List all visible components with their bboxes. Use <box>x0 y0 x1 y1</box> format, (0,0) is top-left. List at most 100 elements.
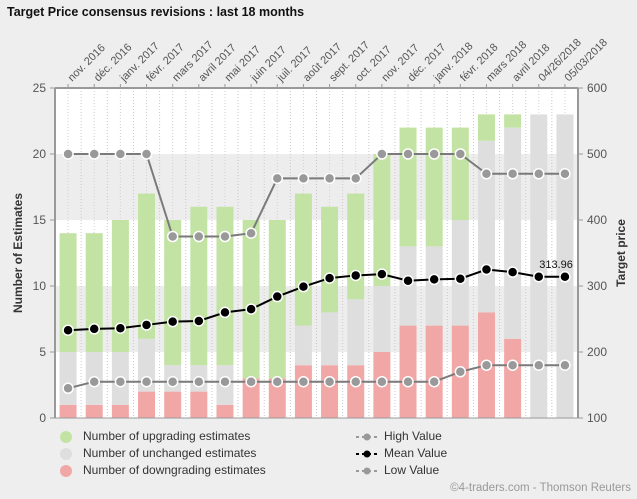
low-point <box>480 359 493 371</box>
high-point <box>428 148 440 160</box>
bar-unchanged <box>451 220 469 326</box>
high-point <box>533 168 545 180</box>
bar-unchanged <box>477 140 495 313</box>
low-point <box>454 366 467 378</box>
lines: 313.96 <box>62 148 573 395</box>
downgrade-swatch-icon <box>60 464 72 477</box>
high-point <box>140 148 153 160</box>
bar-unchanged <box>347 299 365 366</box>
y-tick-label: 20 <box>33 147 47 161</box>
high-point <box>62 148 74 160</box>
y-tick-label: 15 <box>33 213 47 227</box>
mean-point <box>62 324 74 336</box>
high-point <box>506 168 519 180</box>
bar-downgrade <box>268 378 286 418</box>
bar-upgrade <box>451 127 469 220</box>
bar-upgrade <box>111 220 129 352</box>
high-point <box>271 172 284 185</box>
low-point <box>140 375 153 388</box>
mean-point <box>376 268 388 280</box>
low-point <box>376 375 388 388</box>
upgrade-swatch-icon <box>60 430 72 443</box>
legend-upgrade-label: Number of upgrading estimates <box>83 429 251 443</box>
y2-tick-label: 200 <box>587 345 607 359</box>
bar-upgrade <box>373 154 391 286</box>
high-point <box>559 168 571 180</box>
legend-unchanged-label: Number of unchanged estimates <box>83 446 257 460</box>
y-tick-labels: 0 5 10 15 20 25 <box>33 81 55 425</box>
mean-point <box>193 315 205 327</box>
legend-upgrade[interactable]: Number of upgrading estimates <box>60 428 250 444</box>
bar-downgrade <box>111 404 129 418</box>
mean-point <box>140 319 153 331</box>
high-point <box>480 168 493 180</box>
legend-downgrade-label: Number of downgrading estimates <box>83 463 266 477</box>
bar-upgrade <box>504 114 522 128</box>
bar-unchanged <box>294 325 312 366</box>
bar-upgrade <box>164 220 182 366</box>
mean-point <box>114 322 127 334</box>
mean-point <box>428 273 440 286</box>
y2-tick-labels: 100 200 300 400 500 600 <box>578 81 607 425</box>
low-point <box>533 359 545 371</box>
unchanged-swatch-icon <box>60 447 72 460</box>
bar-unchanged <box>530 114 548 419</box>
low-point <box>428 375 440 388</box>
high-line-icon <box>356 433 378 441</box>
low-point <box>506 359 519 371</box>
y2-tick-label: 500 <box>587 147 607 161</box>
legend-high-label: High Value <box>384 429 442 443</box>
y-tick-label: 25 <box>33 81 47 95</box>
bar-upgrade <box>216 206 234 366</box>
bar-downgrade <box>347 365 365 418</box>
legend-mean[interactable]: Mean Value <box>354 445 447 461</box>
legend-unchanged[interactable]: Number of unchanged estimates <box>60 445 256 461</box>
high-point <box>166 230 179 243</box>
legend-low[interactable]: Low Value <box>354 462 439 478</box>
bar-downgrade <box>504 338 522 418</box>
y-axis-title: Number of Estimates <box>11 193 25 313</box>
low-point <box>62 382 74 395</box>
high-point <box>297 172 310 185</box>
low-point <box>114 375 127 388</box>
mean-point <box>559 271 571 283</box>
bar-downgrade <box>425 325 443 418</box>
y2-tick-label: 600 <box>587 81 607 95</box>
legend-high[interactable]: High Value <box>354 428 442 444</box>
bar-unchanged <box>59 352 77 405</box>
bar-downgrade <box>190 391 208 418</box>
mean-point <box>480 263 493 276</box>
high-point <box>376 148 388 160</box>
high-point <box>245 227 257 239</box>
low-point <box>166 375 179 388</box>
bar-upgrade <box>399 127 417 247</box>
chart-title: Target Price consensus revisions : last … <box>7 5 305 19</box>
high-point <box>114 148 127 160</box>
bar-upgrade <box>138 193 156 339</box>
mean-line-icon <box>356 450 378 458</box>
bar-downgrade <box>321 365 339 418</box>
bar-downgrade <box>59 404 77 418</box>
low-point <box>323 375 336 388</box>
bar-downgrade <box>138 391 156 418</box>
y2-tick-label: 400 <box>587 213 607 227</box>
y2-axis-title: Target price <box>614 219 628 287</box>
mean-point <box>271 290 284 303</box>
low-point <box>88 375 100 388</box>
low-point <box>193 375 205 388</box>
mean-point <box>219 306 231 319</box>
bar-downgrade <box>242 378 260 418</box>
legend-downgrade[interactable]: Number of downgrading estimates <box>60 462 266 478</box>
mean-point <box>506 266 519 278</box>
bar-unchanged <box>321 312 339 366</box>
low-point <box>349 375 362 388</box>
mean-last-value-label: 313.96 <box>539 259 573 271</box>
bar-upgrade <box>294 193 312 326</box>
mean-point <box>454 272 467 285</box>
low-line-icon <box>356 467 378 475</box>
mean-point <box>245 303 257 315</box>
mean-point <box>323 272 336 284</box>
bar-upgrade <box>425 127 443 247</box>
